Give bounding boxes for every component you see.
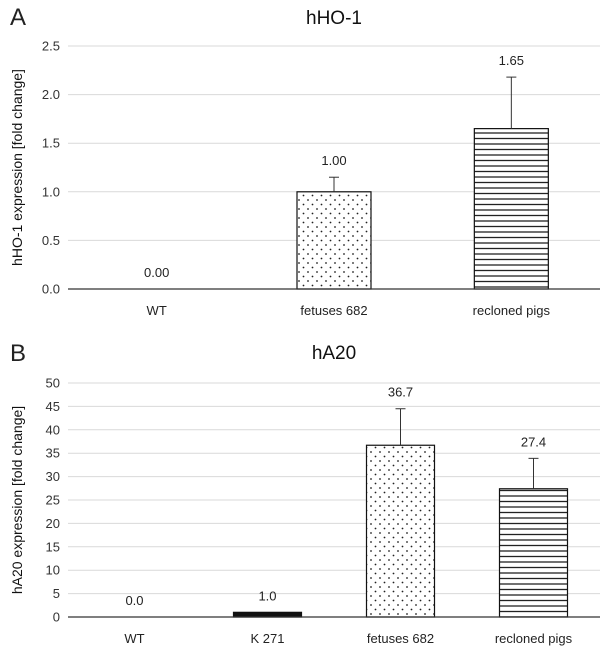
chart1-data-label: 0.00 <box>144 265 169 280</box>
chart1-ytick-label: 2.5 <box>42 39 60 54</box>
chart1-category-label: recloned pigs <box>473 303 551 318</box>
chart1-ytick-label: 1.0 <box>42 184 60 199</box>
chart2-category-label: recloned pigs <box>495 631 573 646</box>
chart1-ytick-label: 2.0 <box>42 87 60 102</box>
chart2-ytick-label: 5 <box>53 586 60 601</box>
chart2-ytick-label: 25 <box>46 493 60 508</box>
chart1-ylabel: hHO-1 expression [fold change] <box>9 69 25 266</box>
chart1-ytick-label: 1.5 <box>42 136 60 151</box>
chart2-bar <box>498 488 569 618</box>
chart1-data-label: 1.00 <box>321 153 346 168</box>
chart1-bar <box>296 191 372 290</box>
chart2-ytick-label: 50 <box>46 376 60 391</box>
chart1-category-label: WT <box>147 303 167 318</box>
chart2-ytick-label: 45 <box>46 399 60 414</box>
chart1-category-label: fetuses 682 <box>300 303 367 318</box>
chart2-ytick-label: 10 <box>46 563 60 578</box>
panel-b-letter: B <box>10 340 27 367</box>
chart2-title: hA20 <box>312 343 356 364</box>
chart1-bar <box>473 128 549 290</box>
chart2-ytick-label: 15 <box>46 539 60 554</box>
chart2-data-label: 27.4 <box>521 434 546 449</box>
chart2-category-label: fetuses 682 <box>367 631 434 646</box>
panel-a-letter: A <box>10 4 27 31</box>
chart2-ytick-label: 35 <box>46 446 60 461</box>
chart2-bar <box>365 444 436 618</box>
chart2-ytick-label: 40 <box>46 422 60 437</box>
chart2-data-label: 0.0 <box>125 593 143 608</box>
chart2-ytick-label: 20 <box>46 516 60 531</box>
chart1-data-label: 1.65 <box>499 53 524 68</box>
chart2-ytick-label: 0 <box>53 610 60 625</box>
chart2-data-label: 1.0 <box>258 588 276 603</box>
chart1-ytick-label: 0.5 <box>42 233 60 248</box>
chart2-ytick-label: 30 <box>46 469 60 484</box>
chart1-ytick-label: 0.0 <box>42 282 60 297</box>
chart2-data-label: 36.7 <box>388 385 413 400</box>
chart1-title: hHO-1 <box>306 8 362 29</box>
chart2-bar <box>232 611 303 618</box>
chart2-category-label: K 271 <box>251 631 285 646</box>
chart2-ylabel: hA20 expression [fold change] <box>9 406 25 594</box>
chart2-category-label: WT <box>124 631 144 646</box>
